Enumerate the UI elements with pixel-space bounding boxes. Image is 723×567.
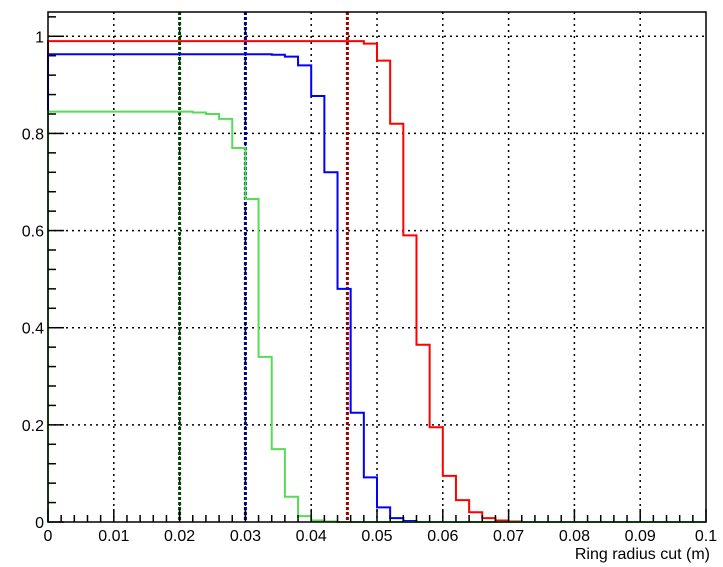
series-group: [47, 40, 706, 523]
y-tick-label: 1: [35, 29, 44, 46]
axis-ticks: [47, 16, 707, 523]
x-tick-label: 0.03: [230, 528, 261, 545]
x-tick-label: 0: [44, 528, 53, 545]
y-tick-label: 0.4: [22, 321, 44, 338]
y-tick-labels: 0 0.2 0.4 0.6 0.8 1: [22, 29, 44, 532]
grid: [48, 12, 706, 522]
y-tick-label: 0.2: [22, 418, 44, 435]
x-tick-label: 0.02: [164, 528, 195, 545]
cut-lines: [178, 12, 349, 522]
x-tick-label: 0.06: [427, 528, 458, 545]
series-line-2: [47, 110, 706, 523]
x-tick-label: 0.08: [559, 528, 590, 545]
x-tick-label: 0.1: [695, 528, 717, 545]
x-tick-label: 0.09: [625, 528, 656, 545]
y-tick-label: 0.6: [22, 224, 44, 241]
y-tick-label: 0.8: [22, 126, 44, 143]
x-tick-label: 0.07: [493, 528, 524, 545]
x-tick-label: 0.01: [98, 528, 129, 545]
x-axis-title: Ring radius cut (m): [575, 546, 710, 563]
y-tick-label: 0: [35, 515, 44, 532]
series-line-0: [47, 40, 706, 523]
x-tick-label: 0.05: [361, 528, 392, 545]
x-tick-labels: 0 0.01 0.02 0.03 0.04 0.05 0.06 0.07 0.08 0.09 0.1: [44, 528, 718, 545]
x-tick-label: 0.04: [296, 528, 327, 545]
